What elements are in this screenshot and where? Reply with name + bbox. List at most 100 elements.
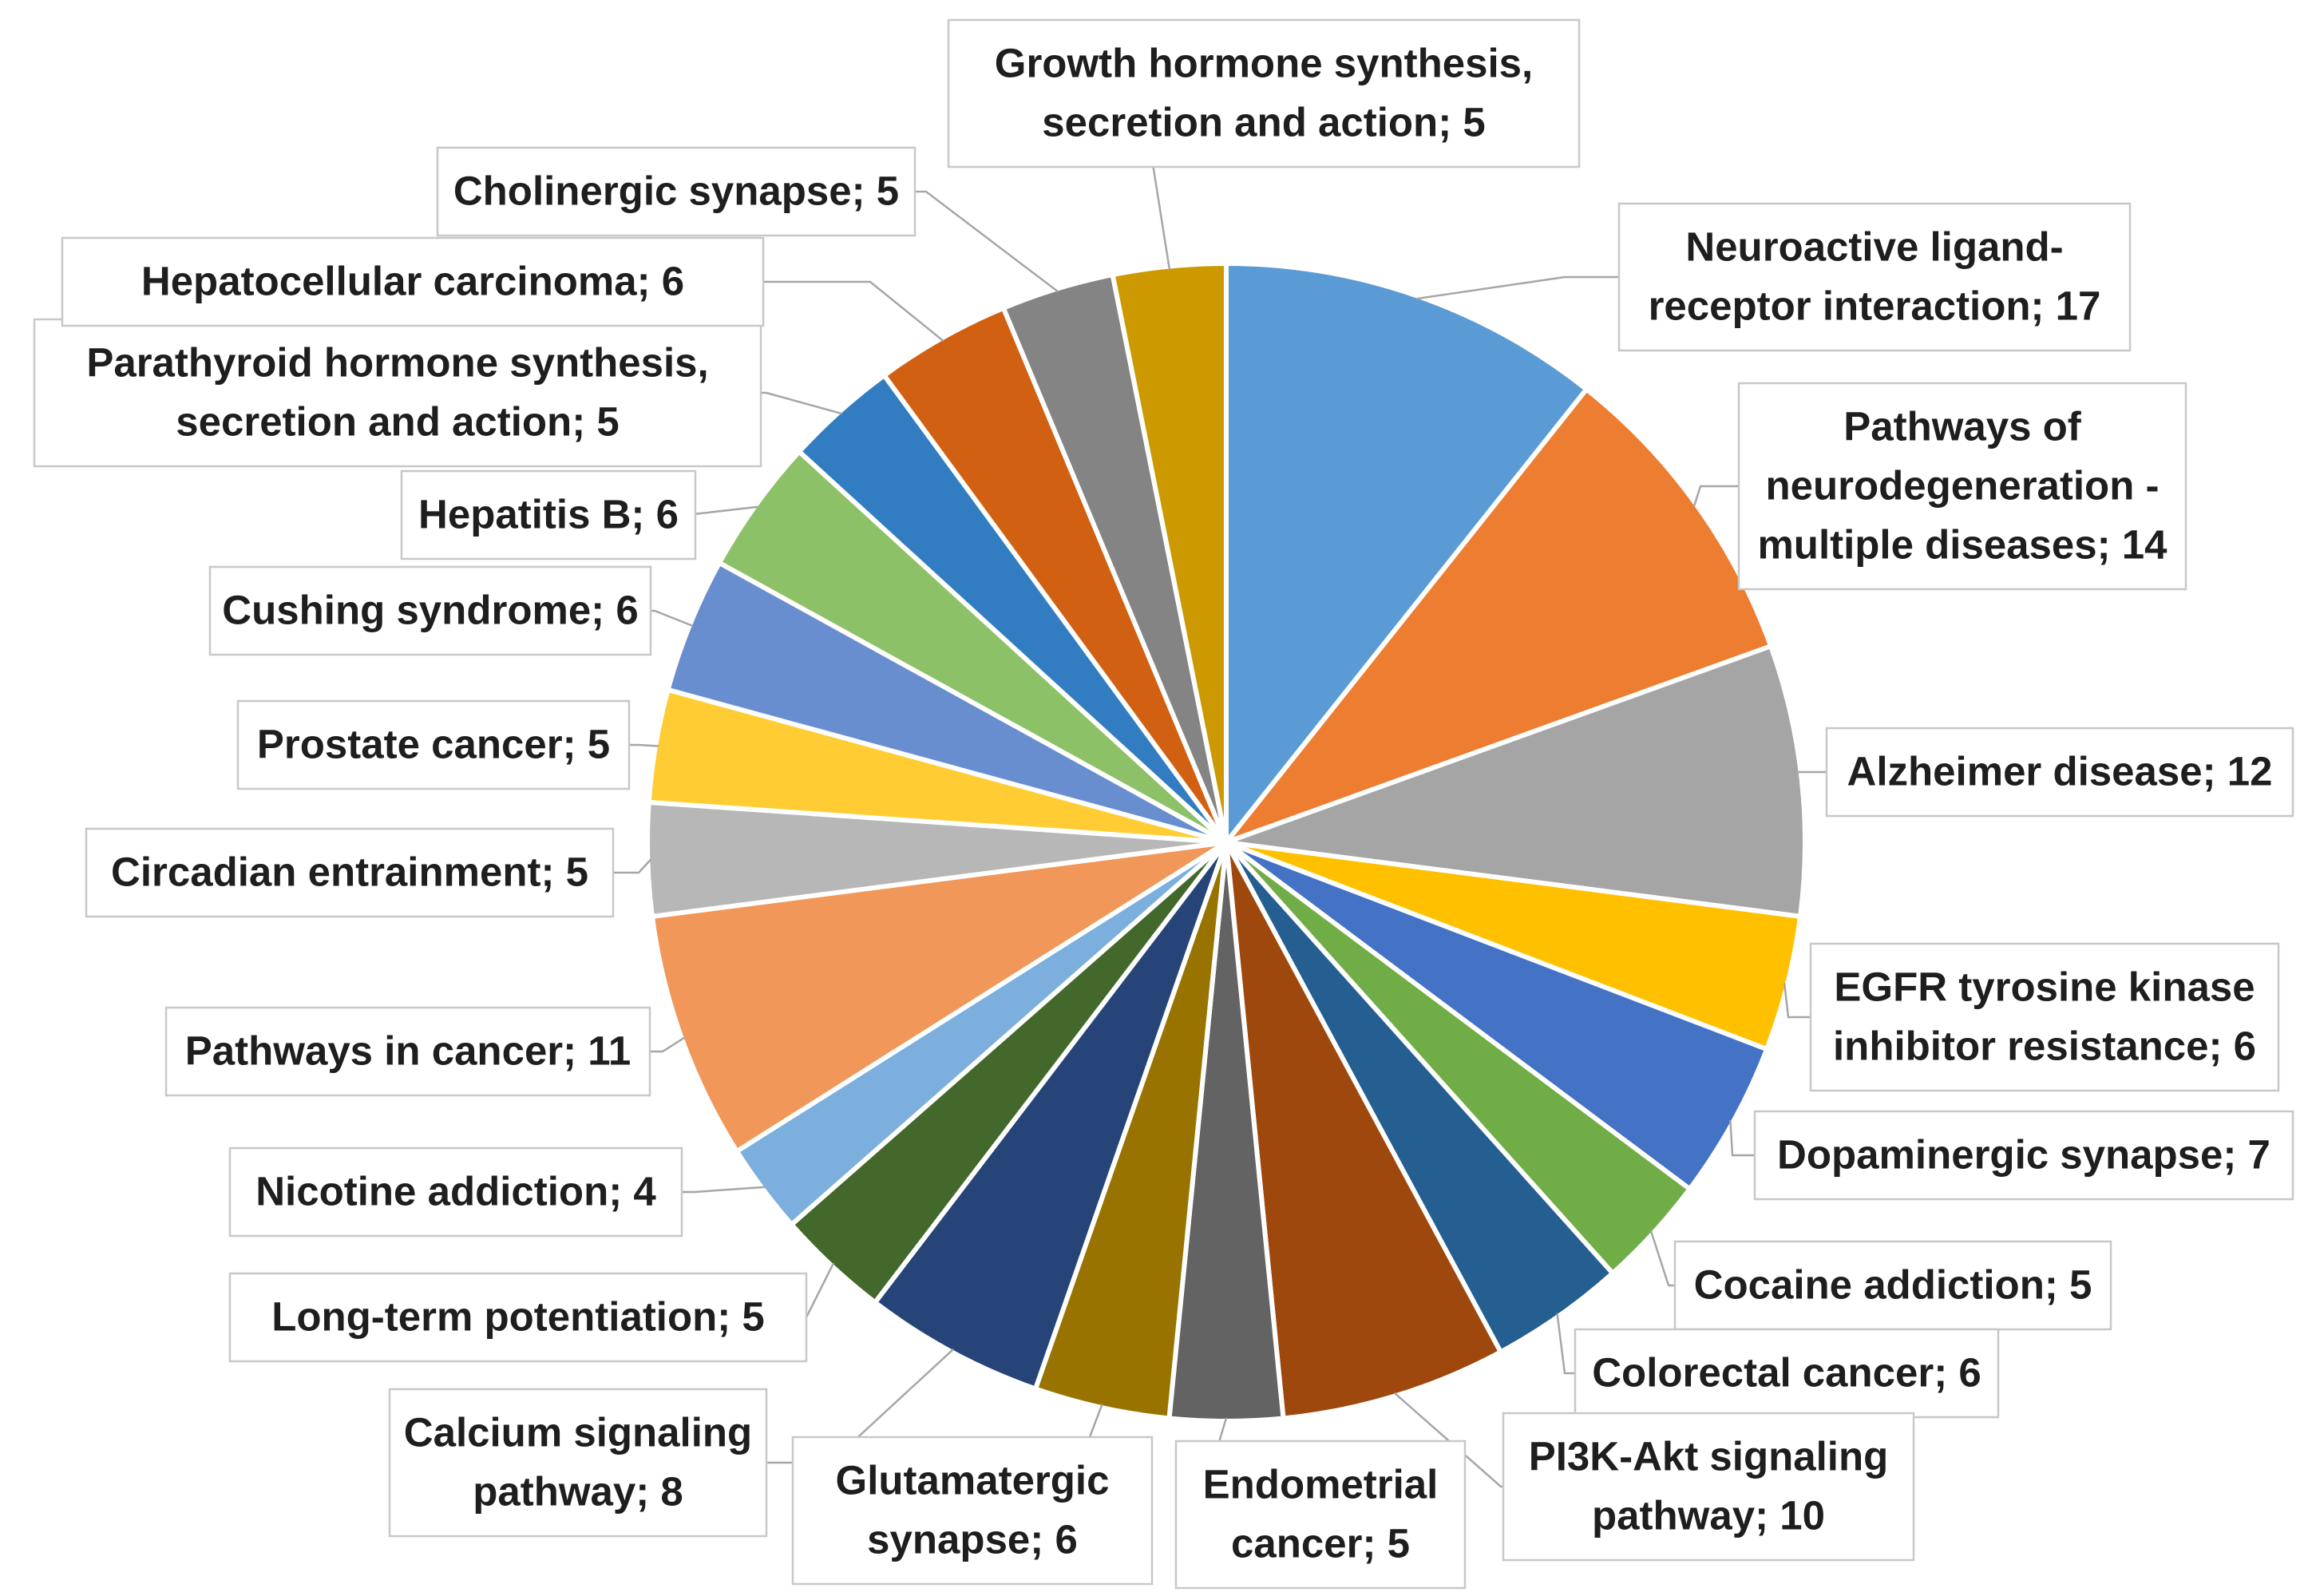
- pie-slice-pathways-of-neurodegeneration-multiple-diseases: [1219, 386, 1774, 848]
- leader-line-long-term-potentiation: [805, 1262, 835, 1318]
- data-label-box: [85, 827, 615, 918]
- leader-line-dopaminergic-synapse: [1729, 1120, 1755, 1157]
- data-label-text: Neuroactive ligand-: [1685, 224, 2063, 269]
- data-label-alzheimer-disease: Alzheimer disease; 12: [1825, 727, 2294, 818]
- data-label-text: synapse; 6: [867, 1516, 1078, 1562]
- leader-line-cocaine-addiction: [1649, 1230, 1675, 1287]
- data-label-text: Colorectal cancer; 6: [1592, 1349, 1981, 1395]
- data-label-box: [1574, 1328, 2000, 1419]
- data-label-text: Dopaminergic synapse; 7: [1777, 1131, 2270, 1177]
- pie-slice-calcium-signaling-pathway: [871, 841, 1229, 1392]
- data-label-text: Nicotine addiction; 4: [255, 1168, 656, 1214]
- data-label-text: Prostate cancer; 5: [257, 721, 610, 766]
- data-label-egfr-tyrosine-kinase-inhibitor-resistance: EGFR tyrosine kinase inhibitor resistance…: [1809, 942, 2280, 1092]
- data-label-box: [791, 1436, 1154, 1586]
- data-label-hepatocellular-carcinoma: Hepatocellular carcinoma; 6: [61, 236, 765, 327]
- data-label-box: [1753, 1110, 2294, 1201]
- data-label-glutamatergic-synapse: Glutamatergic synapse; 6: [791, 1436, 1154, 1586]
- data-label-box: [388, 1388, 768, 1538]
- data-label-text: Alzheimer disease; 12: [1847, 748, 2273, 794]
- leader-line-pathways-of-neurodegeneration-multiple-diseases: [1692, 485, 1739, 508]
- data-label-dopaminergic-synapse: Dopaminergic synapse; 7: [1753, 1110, 2294, 1201]
- data-label-parathyroid-hormone-synthesis-secretion-and-action: Parathyroid hormone synthesis, secretion …: [33, 318, 762, 468]
- data-label-text: Cushing syndrome; 6: [222, 587, 638, 632]
- data-label-box: [1825, 727, 2294, 818]
- data-label-text: inhibitor resistance; 6: [1833, 1023, 2256, 1068]
- leader-line-neuroactive-ligand-receptor-interaction: [1415, 275, 1619, 300]
- leader-line-circadian-entrainment: [613, 858, 652, 874]
- data-label-box: [436, 146, 916, 237]
- data-label-text: Parathyroid hormone synthesis,: [86, 339, 708, 385]
- data-label-box: [228, 1272, 808, 1363]
- data-label-text: EGFR tyrosine kinase: [1834, 964, 2255, 1009]
- data-label-endometrial-cancer: Endometrial cancer; 5: [1174, 1440, 1467, 1590]
- data-label-text: Cholinergic synapse; 5: [453, 168, 899, 213]
- data-label-box: [236, 699, 631, 790]
- data-label-hepatitis-b: Hepatitis B; 6: [400, 469, 697, 560]
- data-label-cushing-syndrome: Cushing syndrome; 6: [208, 565, 652, 656]
- data-label-text: PI3K-Akt signaling: [1529, 1433, 1889, 1479]
- data-label-text: neurodegeneration -: [1765, 462, 2159, 508]
- data-label-box: [1673, 1240, 2112, 1331]
- data-label-text: pathway; 10: [1592, 1492, 1825, 1538]
- data-label-text: Growth hormone synthesis,: [995, 40, 1533, 85]
- data-label-text: Cocaine addiction; 5: [1694, 1261, 2092, 1307]
- leader-line-prostate-cancer: [629, 743, 659, 747]
- data-label-nicotine-addiction: Nicotine addiction; 4: [228, 1147, 683, 1238]
- data-label-neuroactive-ligand-receptor-interaction: Neuroactive ligand-receptor interaction;…: [1617, 202, 2132, 352]
- data-label-text: Hepatitis B; 6: [418, 491, 679, 537]
- data-label-text: Glutamatergic: [836, 1457, 1110, 1503]
- data-label-text: Pathways of: [1843, 403, 2082, 449]
- data-label-box: [400, 469, 697, 560]
- data-label-text: cancer; 5: [1231, 1520, 1410, 1566]
- pie-slice-neuroactive-ligand-receptor-interaction: [1224, 260, 1590, 849]
- data-label-text: secretion and action; 5: [176, 398, 619, 444]
- data-label-text: Long-term potentiation; 5: [271, 1293, 765, 1339]
- data-label-box: [1809, 942, 2280, 1092]
- data-label-cholinergic-synapse: Cholinergic synapse; 5: [436, 146, 916, 237]
- leader-line-nicotine-addiction: [682, 1186, 766, 1194]
- data-label-text: Hepatocellular carcinoma; 6: [141, 258, 684, 303]
- leader-line-egfr-tyrosine-kinase-inhibitor-resistance: [1783, 983, 1811, 1019]
- data-label-text: pathway; 8: [473, 1468, 683, 1514]
- data-label-pathways-of-neurodegeneration-multiple-diseases: Pathways of neurodegeneration - multiple d…: [1737, 382, 2187, 591]
- data-label-calcium-signaling-pathway: Calcium signaling pathway; 8: [388, 1388, 768, 1538]
- leader-line-colorectal-cancer: [1556, 1313, 1575, 1375]
- data-label-box: [1174, 1440, 1467, 1590]
- leader-line-hepatocellular-carcinoma: [763, 280, 944, 343]
- data-label-box: [208, 565, 652, 656]
- data-label-box: [164, 1006, 651, 1097]
- data-label-text: Calcium signaling: [404, 1409, 752, 1455]
- data-label-box: [228, 1147, 683, 1238]
- data-label-cocaine-addiction: Cocaine addiction; 5: [1673, 1240, 2112, 1331]
- data-label-pi3k-akt-signaling-pathway: PI3K-Akt signaling pathway; 10: [1502, 1412, 1915, 1562]
- leader-line-pathways-in-cancer: [650, 1036, 686, 1053]
- data-label-box: [33, 318, 762, 468]
- data-label-text: Endometrial: [1203, 1461, 1439, 1507]
- data-label-text: multiple diseases; 14: [1757, 521, 2168, 567]
- leader-line-cholinergic-synapse: [915, 190, 1059, 293]
- pie-slices: [645, 260, 1807, 1424]
- data-label-text: Pathways in cancer; 11: [185, 1028, 631, 1073]
- pie-slice-pi3k-akt-signaling-pathway: [1224, 841, 1504, 1421]
- data-label-text: Circadian entrainment; 5: [111, 849, 588, 894]
- pie-slice-dopaminergic-synapse: [1225, 840, 1770, 1193]
- data-label-box: [1617, 202, 2132, 352]
- leader-line-cushing-syndrome: [651, 609, 694, 628]
- data-label-box: [947, 18, 1581, 168]
- data-label-growth-hormone-synthesis-secretion-and-action: Growth hormone synthesis, secretion and a…: [947, 18, 1581, 168]
- data-label-long-term-potentiation: Long-term potentiation; 5: [228, 1272, 808, 1363]
- data-label-box: [1502, 1412, 1915, 1562]
- data-labels: Neuroactive ligand-receptor interaction;…: [33, 18, 2294, 1590]
- data-label-prostate-cancer: Prostate cancer; 5: [236, 699, 631, 790]
- data-label-circadian-entrainment: Circadian entrainment; 5: [85, 827, 615, 918]
- data-label-text: receptor interaction; 17: [1649, 283, 2101, 328]
- leader-line-parathyroid-hormone-synthesis-secretion-and-action: [761, 391, 842, 415]
- data-label-box: [61, 236, 765, 327]
- data-label-colorectal-cancer: Colorectal cancer; 6: [1574, 1328, 2000, 1419]
- data-label-box: [1737, 382, 2187, 591]
- data-label-text: secretion and action; 5: [1042, 99, 1485, 145]
- leader-line-alzheimer-disease: [1795, 770, 1827, 781]
- pie-slice-alzheimer-disease: [1225, 643, 1807, 920]
